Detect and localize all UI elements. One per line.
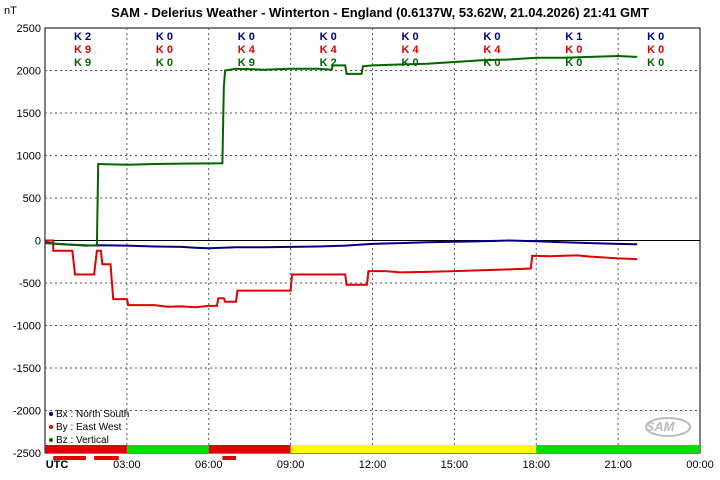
k-index-label: K 9 xyxy=(238,57,255,69)
storm-marker xyxy=(53,456,86,460)
k-index-label: K 0 xyxy=(483,57,500,69)
x-tick-labels: UTC 03:00 06:00 09:00 12:00 15:00 18:00 21:00 00… xyxy=(46,459,714,471)
y-tick-label: -1000 xyxy=(13,321,41,333)
x-tick-label: 09:00 xyxy=(277,459,305,471)
k-index-label: K 0 xyxy=(156,57,173,69)
x-tick-label: 21:00 xyxy=(604,459,632,471)
series-line-bz xyxy=(44,54,638,247)
y-tick-label: 0 xyxy=(35,236,41,248)
k-index-label: K 4 xyxy=(402,44,420,56)
status-segment xyxy=(290,445,373,453)
legend-marker xyxy=(49,412,53,416)
x-tick-label: 03:00 xyxy=(113,459,141,471)
x-tick-label: 12:00 xyxy=(359,459,387,471)
k-index-label: K 0 xyxy=(483,31,500,43)
y-tick-label: 1500 xyxy=(17,108,41,120)
status-segment xyxy=(208,445,291,453)
k-index-label: K 2 xyxy=(320,57,337,69)
legend-marker xyxy=(49,425,53,429)
y-tick-label: 2000 xyxy=(17,66,41,78)
legend-label: By : East West xyxy=(56,422,122,433)
k-index-label: K 0 xyxy=(156,31,173,43)
sam-logo-text: SAM xyxy=(646,419,676,434)
legend-marker xyxy=(49,438,53,442)
status-segment xyxy=(126,445,209,453)
grid-lines xyxy=(45,28,700,453)
series-lines xyxy=(44,54,638,309)
storm-marker xyxy=(94,456,119,460)
y-tick-label: -2000 xyxy=(13,406,41,418)
activity-status-bar xyxy=(45,445,700,460)
legend: Bx : North South By : East West Bz : Verti… xyxy=(49,409,129,446)
legend-label: Bz : Vertical xyxy=(56,435,109,446)
x-tick-label: 18:00 xyxy=(522,459,550,471)
x-tick-label: 15:00 xyxy=(441,459,469,471)
k-index-label: K 0 xyxy=(565,57,582,69)
y-tick-label: -2500 xyxy=(13,448,41,460)
status-segment xyxy=(536,445,619,453)
k-index-label: K 4 xyxy=(483,44,501,56)
k-index-label: K 0 xyxy=(402,57,419,69)
y-tick-label: 1000 xyxy=(17,151,41,163)
k-index-label: K 1 xyxy=(565,31,582,43)
k-index-label: K 0 xyxy=(156,44,173,56)
y-tick-label: -1500 xyxy=(13,363,41,375)
k-index-label: K 2 xyxy=(74,31,91,43)
k-index-label: K 4 xyxy=(238,44,256,56)
chart-title: SAM - Delerius Weather - Winterton - Eng… xyxy=(111,5,649,20)
k-index-label: K 0 xyxy=(647,44,664,56)
k-index-label: K 0 xyxy=(647,31,664,43)
k-index-label: K 0 xyxy=(402,31,419,43)
x-tick-label: 06:00 xyxy=(195,459,223,471)
status-segment xyxy=(618,445,700,453)
k-index-label: K 0 xyxy=(647,57,664,69)
status-segment xyxy=(454,445,537,453)
y-tick-label: -500 xyxy=(19,278,41,290)
k-index-label: K 4 xyxy=(320,44,338,56)
legend-label: Bx : North South xyxy=(56,409,129,420)
series-line-bx xyxy=(44,239,638,250)
series-line-by xyxy=(45,239,638,309)
k-index-label: K 9 xyxy=(74,44,91,56)
x-tick-label: 00:00 xyxy=(686,459,714,471)
status-segment xyxy=(372,445,455,453)
storm-marker xyxy=(222,456,237,460)
status-segment xyxy=(45,445,127,453)
y-tick-label: 500 xyxy=(23,193,41,205)
sam-logo: SAM xyxy=(645,417,691,437)
k-index-label: K 0 xyxy=(565,44,582,56)
y-axis-label: nT xyxy=(4,5,17,17)
y-tick-labels: 2500 2000 1500 1000 500 0 -500 -1000 -1500 -2000 -… xyxy=(13,23,41,460)
k-index-label: K 0 xyxy=(238,31,255,43)
y-tick-label: 2500 xyxy=(17,23,41,35)
k-index-label: K 9 xyxy=(74,57,91,69)
x-tick-label: UTC xyxy=(46,459,69,471)
k-index-label: K 0 xyxy=(320,31,337,43)
